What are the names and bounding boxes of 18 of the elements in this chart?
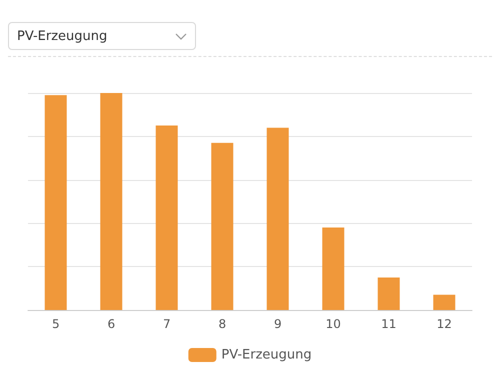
bar: [211, 142, 234, 310]
bar: [322, 228, 344, 310]
legend-label: PV-Erzeugung: [221, 348, 312, 362]
x-tick-label: 7: [162, 317, 171, 331]
x-tick-label: 11: [381, 317, 396, 331]
chart-title: PV-Erzeugung: [17, 28, 108, 44]
bar: [156, 126, 178, 310]
x-tick-label: 10: [326, 317, 341, 331]
x-tick-label: 5: [52, 317, 60, 331]
x-tick-label: 8: [218, 317, 226, 331]
bar: [433, 294, 456, 310]
bar: [100, 93, 122, 310]
bar: [378, 277, 400, 310]
x-tick-label: 9: [274, 317, 282, 331]
bar: [44, 95, 67, 310]
bar: [266, 128, 289, 310]
x-tick-label: 6: [107, 317, 116, 331]
x-tick-label: 12: [436, 317, 452, 331]
